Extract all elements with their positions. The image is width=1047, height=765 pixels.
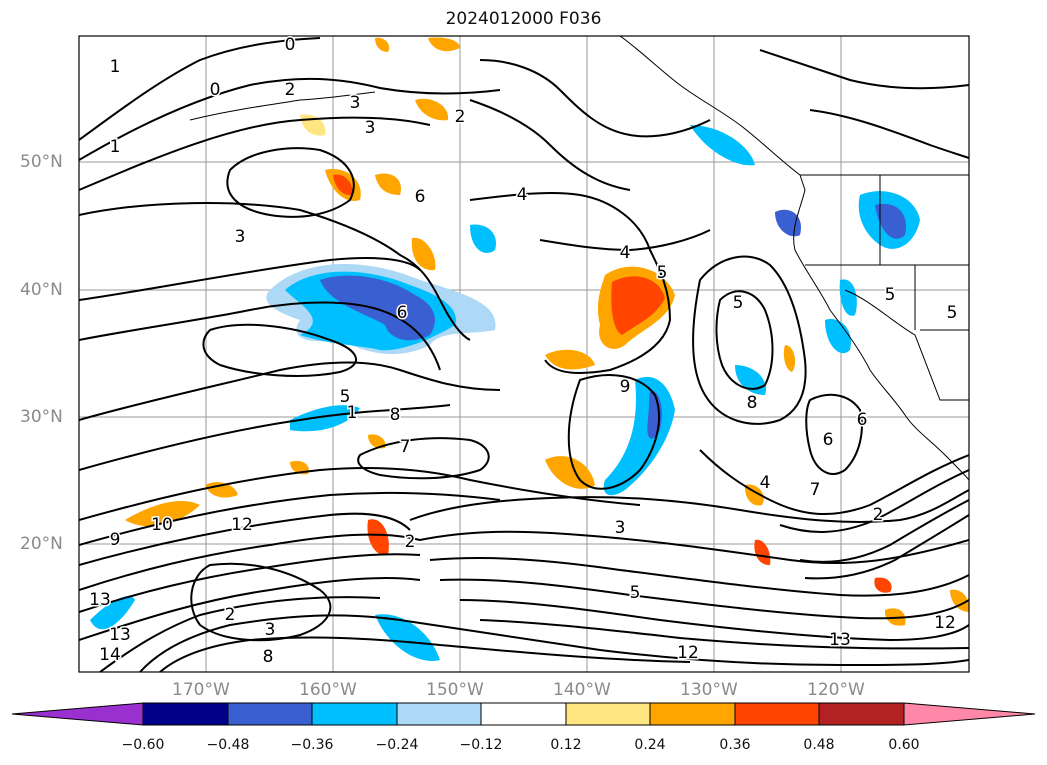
contour-label: 4 [760,473,771,493]
lon-label: 160°W [299,680,357,700]
lon-label: 120°W [807,680,865,700]
contour-label: 8 [390,405,401,425]
lat-label: 40°N [20,280,63,300]
contour-label: 2 [873,505,884,525]
colorbar-tick: 0.12 [550,737,582,753]
lon-label: 140°W [553,680,611,700]
colorbar-tick: 0.36 [719,737,751,753]
lat-label: 30°N [20,407,63,427]
colorbar-bin [142,702,229,726]
contour-label: 0 [285,35,296,55]
contour-label: 6 [857,410,868,430]
colorbar-bin [565,702,651,726]
contour-label: 1 [347,403,358,423]
colorbar-bin [396,702,482,726]
map-frame [78,35,970,673]
colorbar [11,702,1036,726]
contour-label: 3 [615,518,626,538]
coastlines [189,36,969,481]
contour-label: 12 [677,643,699,663]
contour-label: 3 [265,620,276,640]
contour-label: 1 [110,137,121,157]
colorbar-bin [649,702,736,726]
contour-label: 5 [340,387,351,407]
contour-label: 6 [397,303,408,323]
contour-label: 5 [657,263,668,283]
contour-label: 5 [885,285,896,305]
colorbar-tick: −0.48 [206,737,250,753]
colorbar-extend-high [903,702,1036,726]
shaded-anomalies [90,37,969,661]
contour-label: 14 [99,645,121,665]
contour-label: 12 [231,515,253,535]
colorbar-tick: −0.24 [375,737,419,753]
contour-label: 5 [630,583,641,603]
colorbar-tick: −0.60 [121,737,165,753]
map-title: 2024012000 F036 [445,9,602,29]
map-plot-area [79,36,969,672]
contour-label: 12 [934,613,956,633]
colorbar-bin [311,702,398,726]
contour-label: 8 [263,647,274,667]
colorbar-extend-low [11,702,144,726]
contour-label: 10 [151,515,173,535]
contour-lines [79,37,969,672]
contour-label: 2 [405,532,416,552]
contour-label: 6 [823,430,834,450]
contour-label: 4 [517,185,528,205]
contour-label: 0 [210,80,221,100]
contour-label: 13 [829,630,851,650]
lat-label: 50°N [20,152,63,172]
contour-label: 6 [415,187,426,207]
contour-label: 3 [235,227,246,247]
contour-label: 7 [400,437,411,457]
contour-label: 2 [455,107,466,127]
contour-label: 9 [620,377,631,397]
contour-label: 13 [109,625,131,645]
contour-label: 2 [285,80,296,100]
lon-label: 150°W [426,680,484,700]
contour-label: 13 [89,590,111,610]
colorbar-tick: 0.60 [888,737,920,753]
colorbar-bin [480,702,567,726]
contour-label: 1 [110,57,121,77]
colorbar-tick: −0.12 [459,737,503,753]
colorbar-tick: 0.24 [634,737,666,753]
contour-label: 5 [947,303,958,323]
contour-label: 3 [365,118,376,138]
colorbar-bin [734,702,820,726]
contour-label: 7 [810,480,821,500]
contour-label: 2 [225,605,236,625]
contour-label: 3 [350,93,361,113]
lon-label: 130°W [680,680,738,700]
colorbar-bin [818,702,905,726]
lon-label: 170°W [172,680,230,700]
contour-label: 5 [733,293,744,313]
contour-label: 9 [110,530,121,550]
colorbar-tick: −0.36 [290,737,334,753]
lat-label: 20°N [20,534,63,554]
contour-label: 4 [620,243,631,263]
colorbar-tick: 0.48 [803,737,835,753]
contour-label: 8 [747,393,758,413]
colorbar-bin [227,702,313,726]
